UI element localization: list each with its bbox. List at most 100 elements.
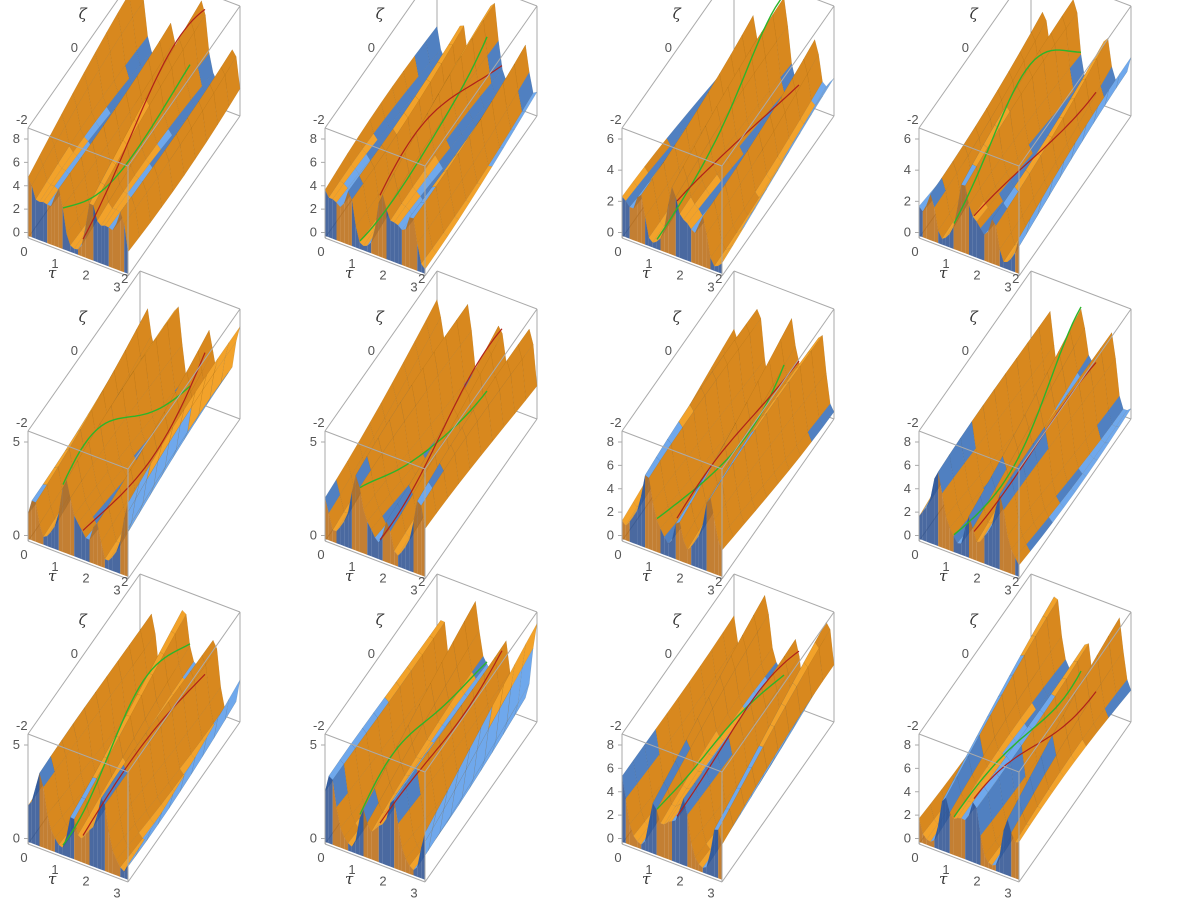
zeta-axis-label: ζ <box>673 611 682 629</box>
zeta-axis-label: ζ <box>376 611 385 629</box>
surface-wall-patch <box>687 223 691 262</box>
tau-tick-label: 0 <box>614 547 621 562</box>
zeta-tick-label: 2 <box>121 574 128 589</box>
z-tick-label: 4 <box>607 784 614 799</box>
z-tick-label: 0 <box>13 831 20 846</box>
tau-axis-label: τ <box>939 567 948 585</box>
zeta-axis-label: ζ <box>673 5 682 23</box>
tau-axis-label: τ <box>642 264 651 282</box>
z-tick-label: 8 <box>904 434 911 449</box>
z-tick-label: 4 <box>904 162 911 177</box>
zeta-tick-label: 0 <box>665 646 672 661</box>
surface-wall-patch <box>653 803 657 855</box>
surface-wall-patch <box>390 800 394 869</box>
zeta-tick-label: 2 <box>418 271 425 286</box>
surface-wall-patch <box>637 195 641 243</box>
surface-wall-patch <box>626 201 630 239</box>
tau-tick-label: 2 <box>676 874 683 889</box>
zeta-tick-label: 2 <box>418 574 425 589</box>
zeta-axis-label: ζ <box>79 5 88 23</box>
tau-tick-label: 2 <box>379 874 386 889</box>
z-tick-label: 4 <box>13 178 20 193</box>
surface-wall-patch <box>691 229 695 263</box>
tau-tick-label: 2 <box>379 268 386 283</box>
surface-wall-patch <box>923 507 927 542</box>
surface-wall-patch <box>86 830 90 865</box>
surface-wall-patch <box>70 817 74 859</box>
surface-wall-patch <box>390 221 394 263</box>
surface-wall-patch <box>622 197 626 238</box>
zeta-tick-label: -2 <box>313 415 325 430</box>
z-tick-label: 6 <box>607 131 614 146</box>
surface-wall-patch <box>356 475 360 552</box>
z-tick-label: 2 <box>607 193 614 208</box>
tau-axis-label: τ <box>48 870 57 888</box>
tau-tick-label: 0 <box>317 547 324 562</box>
surface-wall-patch <box>965 815 969 860</box>
z-tick-label: 2 <box>904 504 911 519</box>
surface-wall-patch <box>93 523 97 565</box>
surface-wall-patch <box>333 199 337 240</box>
tau-tick-label: 3 <box>1004 582 1011 597</box>
surface-wall-patch <box>931 479 935 545</box>
surface-wall-patch <box>684 220 688 261</box>
surface-wall-patch <box>950 813 954 855</box>
surface <box>325 3 537 269</box>
surface-wall-patch <box>394 223 398 264</box>
zeta-tick-label: 0 <box>962 646 969 661</box>
surface-wall-patch <box>1004 262 1008 269</box>
surface-wall-patch <box>105 226 109 267</box>
zeta-axis-label: ζ <box>970 611 979 629</box>
surface-wall-patch <box>668 821 672 861</box>
z-tick-label: 5 <box>13 737 20 752</box>
surface-wall-patch <box>325 190 329 237</box>
surface-wall-patch <box>333 530 337 543</box>
surface-wall-patch <box>78 835 82 862</box>
z-tick-label: 2 <box>310 201 317 216</box>
z-tick-label: 6 <box>607 760 614 775</box>
surface-wall-patch <box>977 222 981 260</box>
z-tick-label: 4 <box>607 162 614 177</box>
zeta-tick-label: 2 <box>1012 271 1019 286</box>
surface-wall-patch <box>402 229 406 266</box>
surface-patch <box>225 680 240 720</box>
zeta-axis-label: ζ <box>970 308 979 326</box>
surface-wall-patch <box>634 511 638 545</box>
surface-wall-patch <box>630 207 634 240</box>
surface-wall-patch <box>919 206 923 237</box>
tau-tick-label: 3 <box>707 582 714 597</box>
surface-wall-patch <box>645 475 649 549</box>
surface <box>919 309 1131 565</box>
tau-tick-label: 0 <box>911 547 918 562</box>
surface-wall-patch <box>699 217 703 267</box>
surface-wall-patch <box>1015 842 1019 880</box>
zeta-tick-label: 0 <box>962 40 969 55</box>
surface-wall-patch <box>55 189 59 248</box>
tau-tick-label: 0 <box>614 850 621 865</box>
z-tick-label: 6 <box>904 760 911 775</box>
tau-tick-label: 0 <box>911 244 918 259</box>
tau-tick-label: 3 <box>410 885 417 900</box>
surface-wall-patch <box>988 525 992 567</box>
surface-wall-patch <box>74 249 78 255</box>
surface-wall-patch <box>337 203 341 242</box>
tau-axis-label: τ <box>642 567 651 585</box>
zeta-tick-label: -2 <box>610 112 622 127</box>
tau-tick-label: 3 <box>707 885 714 900</box>
surface-wall-patch <box>43 202 47 243</box>
tau-tick-label: 0 <box>20 547 27 562</box>
surface-wall-patch <box>958 818 962 858</box>
z-tick-label: 4 <box>607 481 614 496</box>
z-tick-label: 0 <box>13 528 20 543</box>
z-tick-label: 2 <box>904 193 911 208</box>
z-tick-label: 6 <box>310 154 317 169</box>
tau-tick-label: 3 <box>1004 885 1011 900</box>
surface <box>28 610 240 871</box>
surface-wall-patch <box>672 187 676 256</box>
tau-tick-label: 3 <box>113 582 120 597</box>
surface-wall-patch <box>97 221 101 264</box>
